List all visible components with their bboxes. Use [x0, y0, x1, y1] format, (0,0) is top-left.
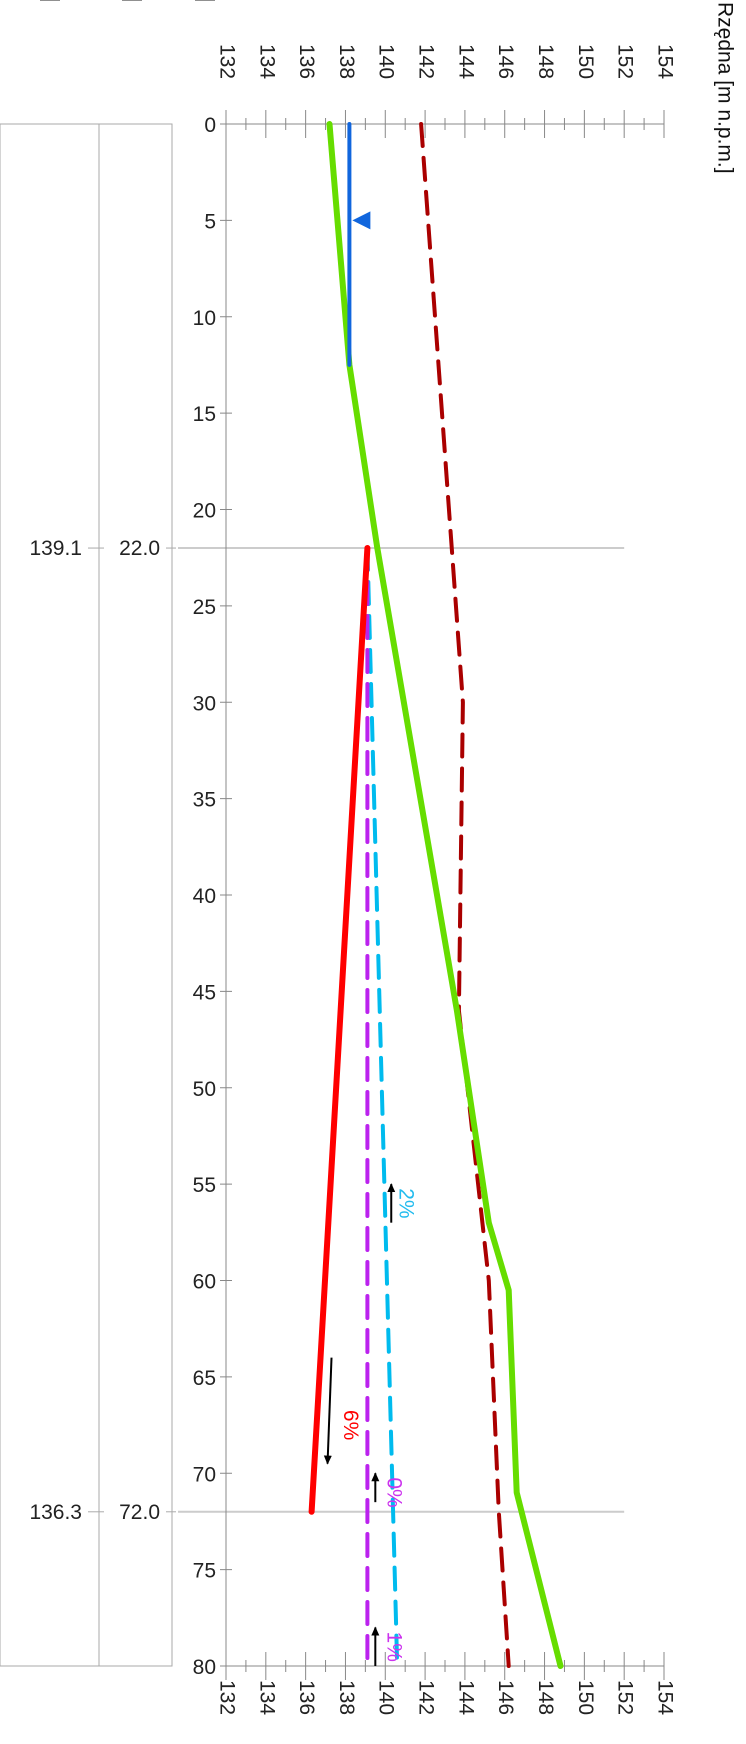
- distance-tick-label: 10: [193, 307, 216, 330]
- elevation-tick-label: 154: [653, 44, 676, 79]
- distance-tick-label: 80: [193, 1656, 216, 1679]
- table-distance-value: 72.0: [119, 1501, 160, 1524]
- distance-tick-label: 25: [193, 596, 216, 619]
- elevation-tick-label: 152: [614, 44, 637, 79]
- table-row-header: n.p.m.]: [39, 0, 62, 2]
- distance-tick-label: 30: [193, 692, 216, 715]
- elevation-tick-label: 146: [494, 44, 517, 79]
- elevation-tick-label: 144: [454, 1680, 477, 1715]
- distance-tick-label: 65: [193, 1367, 216, 1390]
- elevation-tick-label: 134: [255, 1680, 278, 1715]
- elevation-tick-label: 142: [415, 44, 438, 79]
- table-elevation-value: 139.1: [29, 537, 82, 560]
- elevation-tick-label: 132: [215, 44, 238, 79]
- elevation-tick-label: 152: [614, 1680, 637, 1715]
- distance-tick-label: 5: [204, 210, 216, 233]
- distance-tick-label: 0: [204, 114, 216, 137]
- annotations: 2% 6% 0% 1%: [328, 211, 418, 1666]
- distance-tick-label: 15: [193, 403, 216, 426]
- slope-arrow: [328, 1358, 332, 1464]
- elevation-tick-label: 146: [494, 1680, 517, 1715]
- distance-tick-label: 70: [193, 1463, 216, 1486]
- distance-tick-label: 45: [193, 981, 216, 1004]
- elevation-tick-label: 154: [653, 1680, 676, 1715]
- elevation-tick-label: 150: [574, 44, 597, 79]
- distance-tick-label: 75: [193, 1560, 216, 1583]
- distance-tick-label: 60: [193, 1271, 216, 1294]
- distance-tick-label: 35: [193, 789, 216, 812]
- elevation-tick-label: 136: [295, 1680, 318, 1715]
- table-frame: [0, 124, 172, 1666]
- elevation-tick-label: 150: [574, 1680, 597, 1715]
- slope-label: 2%: [395, 1188, 418, 1218]
- elevation-tick-label: 138: [335, 1680, 358, 1715]
- slope-label: 0%: [383, 1477, 406, 1507]
- elevation-tick-label: 134: [255, 44, 278, 79]
- water-level-marker: [352, 211, 370, 229]
- elevation-tick-label: 140: [375, 1680, 398, 1715]
- distance-tick-label: 20: [193, 500, 216, 523]
- table-row-header: n [m]: [194, 0, 217, 2]
- elevation-tick-label: 148: [534, 1680, 557, 1715]
- elevation-tick-label: 144: [454, 44, 477, 79]
- distance-tick-label: 50: [193, 1078, 216, 1101]
- elevation-tick-label: 138: [335, 44, 358, 79]
- elevation-axis-title: Rzędna [m n.p.m.]: [713, 2, 736, 174]
- distance-tick-label: 55: [193, 1174, 216, 1197]
- distance-tick-label: 40: [193, 885, 216, 908]
- elevation-tick-label: 136: [295, 44, 318, 79]
- series-line: [330, 124, 561, 1666]
- table-row-header: n [m]: [121, 0, 144, 2]
- slope-label: 1%: [383, 1632, 406, 1662]
- elevation-tick-label: 148: [534, 44, 557, 79]
- table-elevation-value: 136.3: [29, 1501, 82, 1524]
- data-table: n.p.m.] n [m] n [m] 139.1 22.0 136.3 72.0: [0, 0, 217, 1666]
- series-line: [312, 548, 368, 1512]
- elevation-tick-label: 140: [375, 44, 398, 79]
- slope-label: 6%: [339, 1410, 362, 1440]
- elevation-tick-label: 132: [215, 1680, 238, 1715]
- table-distance-value: 22.0: [119, 537, 160, 560]
- elevation-tick-label: 142: [415, 1680, 438, 1715]
